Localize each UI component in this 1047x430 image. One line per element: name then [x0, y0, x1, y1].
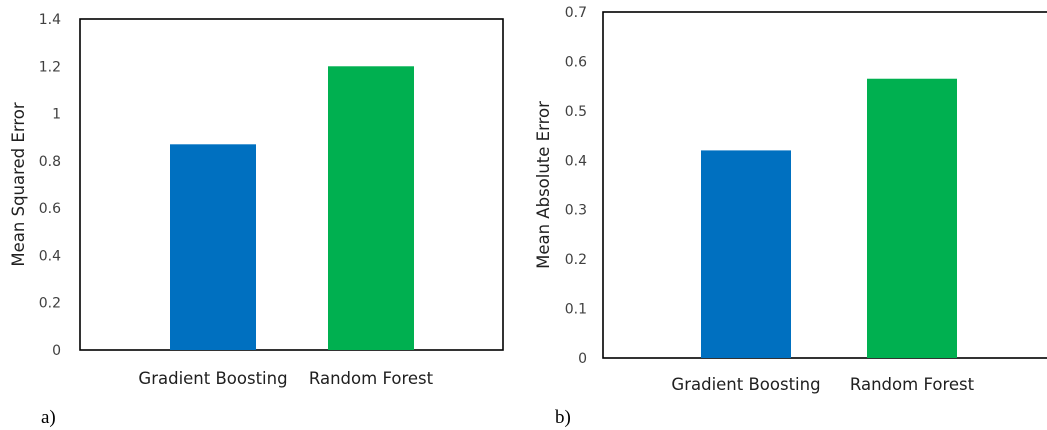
plot-frame-a	[79, 18, 504, 351]
bar-a-2	[328, 66, 414, 351]
y-tick-label-b-1: 0.1	[565, 302, 587, 318]
y-tick-label-a-5: 1	[52, 107, 61, 123]
y-tick-labels-a: 0 0.2 0.4 0.6 0.8 1 1.2 1.4	[39, 12, 61, 359]
y-tick-label-a-1: 0.2	[39, 296, 61, 312]
y-axis-label-a: Mean Squared Error	[9, 102, 28, 266]
y-tick-label-b-5: 0.5	[565, 104, 587, 120]
category-label-b-1: Gradient Boosting	[671, 375, 820, 394]
y-tick-label-b-4: 0.4	[565, 153, 587, 169]
y-tick-label-a-3: 0.6	[39, 201, 61, 217]
y-tick-label-b-3: 0.3	[565, 203, 587, 219]
plot-frame-b	[602, 11, 1047, 359]
y-tick-labels-b: 0 0.1 0.2 0.3 0.4 0.5 0.6 0.7	[565, 5, 587, 367]
chart-panel-b: 0 0.1 0.2 0.3 0.4 0.5 0.6 0.7 Gradient Boosting…	[534, 5, 1047, 428]
bar-b-1	[701, 150, 791, 358]
y-tick-label-b-0: 0	[578, 351, 587, 367]
panel-label-a: a)	[41, 407, 56, 428]
y-tick-label-a-0: 0	[52, 343, 61, 359]
bars-a	[170, 66, 414, 351]
bar-a-1	[170, 144, 256, 350]
category-label-a-1: Gradient Boosting	[138, 369, 287, 388]
y-tick-label-b-7: 0.7	[565, 5, 587, 21]
y-tick-label-a-4: 0.8	[39, 154, 61, 170]
y-axis-label-b: Mean Absolute Error	[534, 101, 553, 269]
y-tick-label-a-6: 1.2	[39, 59, 61, 75]
bars-b	[701, 78, 957, 358]
y-tick-label-a-7: 1.4	[39, 12, 61, 28]
y-tick-label-b-6: 0.6	[565, 54, 587, 70]
category-labels-a: Gradient Boosting Random Forest	[138, 369, 433, 388]
chart-panel-a: 0 0.2 0.4 0.6 0.8 1 1.2 1.4 Gradient Boosting Ra…	[9, 12, 504, 428]
y-tick-label-b-2: 0.2	[565, 252, 587, 268]
category-label-b-2: Random Forest	[850, 375, 975, 394]
y-tick-label-a-2: 0.4	[39, 248, 61, 264]
category-label-a-2: Random Forest	[309, 369, 434, 388]
category-labels-b: Gradient Boosting Random Forest	[671, 375, 974, 394]
bar-b-2	[867, 78, 957, 358]
panel-label-b: b)	[555, 407, 571, 428]
